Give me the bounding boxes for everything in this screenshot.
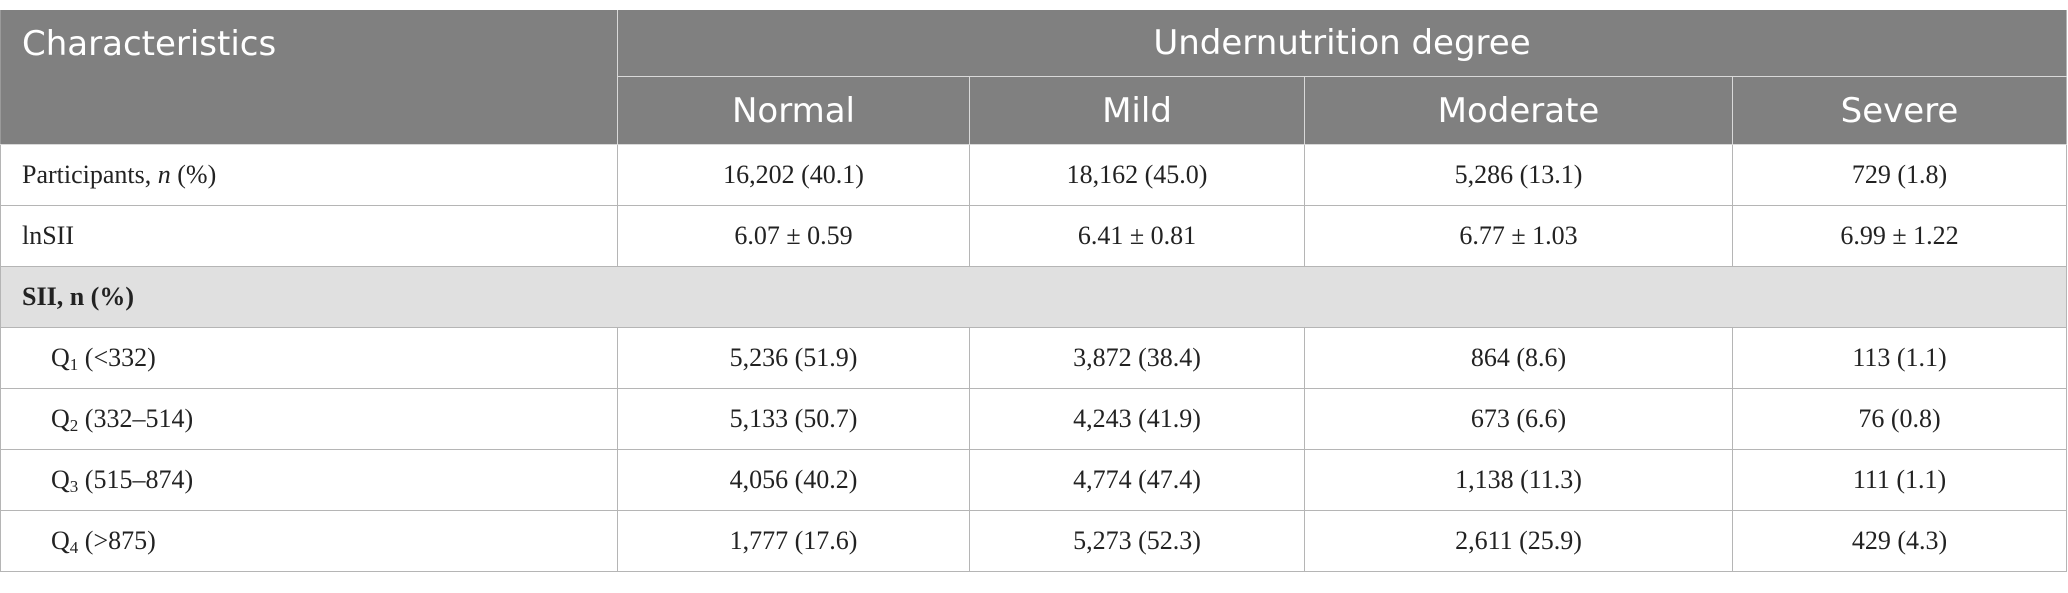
table-cell: 4,243 (41.9) xyxy=(969,388,1305,450)
quartile-range: (515–874) xyxy=(78,465,194,494)
header-row-columns: Normal Mild Moderate Severe xyxy=(1,76,2068,145)
table-cell: 76 (0.8) xyxy=(1731,388,2068,450)
table-cell: 6.99 ± 1.22 xyxy=(1731,205,2068,267)
header-undernutrition-degree: Undernutrition degree xyxy=(616,10,2068,77)
table-cell: 5,236 (51.9) xyxy=(617,327,970,389)
quartile-letter: Q xyxy=(51,526,70,555)
quartile-letter: Q xyxy=(51,343,70,372)
table-cell: 1,777 (17.6) xyxy=(617,510,970,572)
table-container: Characteristics Undernutrition degree No… xyxy=(0,10,2068,572)
table-cell: 6.77 ± 1.03 xyxy=(1304,205,1733,267)
quartile-range: (>875) xyxy=(78,526,156,555)
quartile-index: 2 xyxy=(69,416,79,435)
table-cell: 429 (4.3) xyxy=(1731,510,2068,572)
label-text: Participants, xyxy=(22,160,158,189)
table-cell: 729 (1.8) xyxy=(1731,144,2068,206)
table-cell: 1,138 (11.3) xyxy=(1304,449,1733,511)
section-label: SII, n (%) xyxy=(0,266,2068,328)
quartile-range: (332–514) xyxy=(78,404,194,433)
row-label: Q4 (>875) xyxy=(0,510,618,572)
row-label: Q1 (<332) xyxy=(0,327,618,389)
table-cell: 2,611 (25.9) xyxy=(1304,510,1733,572)
quartile-index: 3 xyxy=(69,477,79,496)
header-severe: Severe xyxy=(1731,76,2068,145)
table-cell: 5,286 (13.1) xyxy=(1304,144,1733,206)
header-normal: Normal xyxy=(617,76,970,145)
table-cell: 5,133 (50.7) xyxy=(617,388,970,450)
table-cell: 3,872 (38.4) xyxy=(969,327,1305,389)
data-table: Characteristics Undernutrition degree No… xyxy=(0,10,2068,572)
header-moderate: Moderate xyxy=(1304,76,1733,145)
quartile-index: 1 xyxy=(69,355,79,374)
table-row-q1: Q1 (<332) 5,236 (51.9) 3,872 (38.4) 864 … xyxy=(0,327,2068,389)
table-cell: 4,774 (47.4) xyxy=(969,449,1305,511)
row-label: Participants, n (%) xyxy=(0,144,618,206)
table-row-lnsii: lnSII 6.07 ± 0.59 6.41 ± 0.81 6.77 ± 1.0… xyxy=(0,205,2068,267)
section-row-sii: SII, n (%) xyxy=(0,266,2068,328)
label-italic: n xyxy=(157,160,171,189)
row-label: lnSII xyxy=(0,205,618,267)
row-label: Q2 (332–514) xyxy=(0,388,618,450)
table-row-q3: Q3 (515–874) 4,056 (40.2) 4,774 (47.4) 1… xyxy=(0,449,2068,511)
header-characteristics: Characteristics xyxy=(0,10,618,145)
table-cell: 6.41 ± 0.81 xyxy=(969,205,1305,267)
table-cell: 16,202 (40.1) xyxy=(617,144,970,206)
header-row-group: Characteristics Undernutrition degree xyxy=(0,10,2068,145)
table-cell: 4,056 (40.2) xyxy=(617,449,970,511)
table-cell: 5,273 (52.3) xyxy=(969,510,1305,572)
row-label: Q3 (515–874) xyxy=(0,449,618,511)
table-row-q4: Q4 (>875) 1,777 (17.6) 5,273 (52.3) 2,61… xyxy=(0,510,2068,572)
table-cell: 673 (6.6) xyxy=(1304,388,1733,450)
table-cell: 113 (1.1) xyxy=(1731,327,2068,389)
quartile-index: 4 xyxy=(69,538,79,557)
quartile-letter: Q xyxy=(51,404,70,433)
header-mild: Mild xyxy=(969,76,1305,145)
table-cell: 864 (8.6) xyxy=(1304,327,1733,389)
table-cell: 111 (1.1) xyxy=(1731,449,2068,511)
quartile-range: (<332) xyxy=(78,343,156,372)
label-text: (%) xyxy=(170,160,217,189)
table-row-participants: Participants, n (%) 16,202 (40.1) 18,162… xyxy=(0,144,2068,206)
table-row-q2: Q2 (332–514) 5,133 (50.7) 4,243 (41.9) 6… xyxy=(0,388,2068,450)
table-cell: 18,162 (45.0) xyxy=(969,144,1305,206)
quartile-letter: Q xyxy=(51,465,70,494)
table-cell: 6.07 ± 0.59 xyxy=(617,205,970,267)
